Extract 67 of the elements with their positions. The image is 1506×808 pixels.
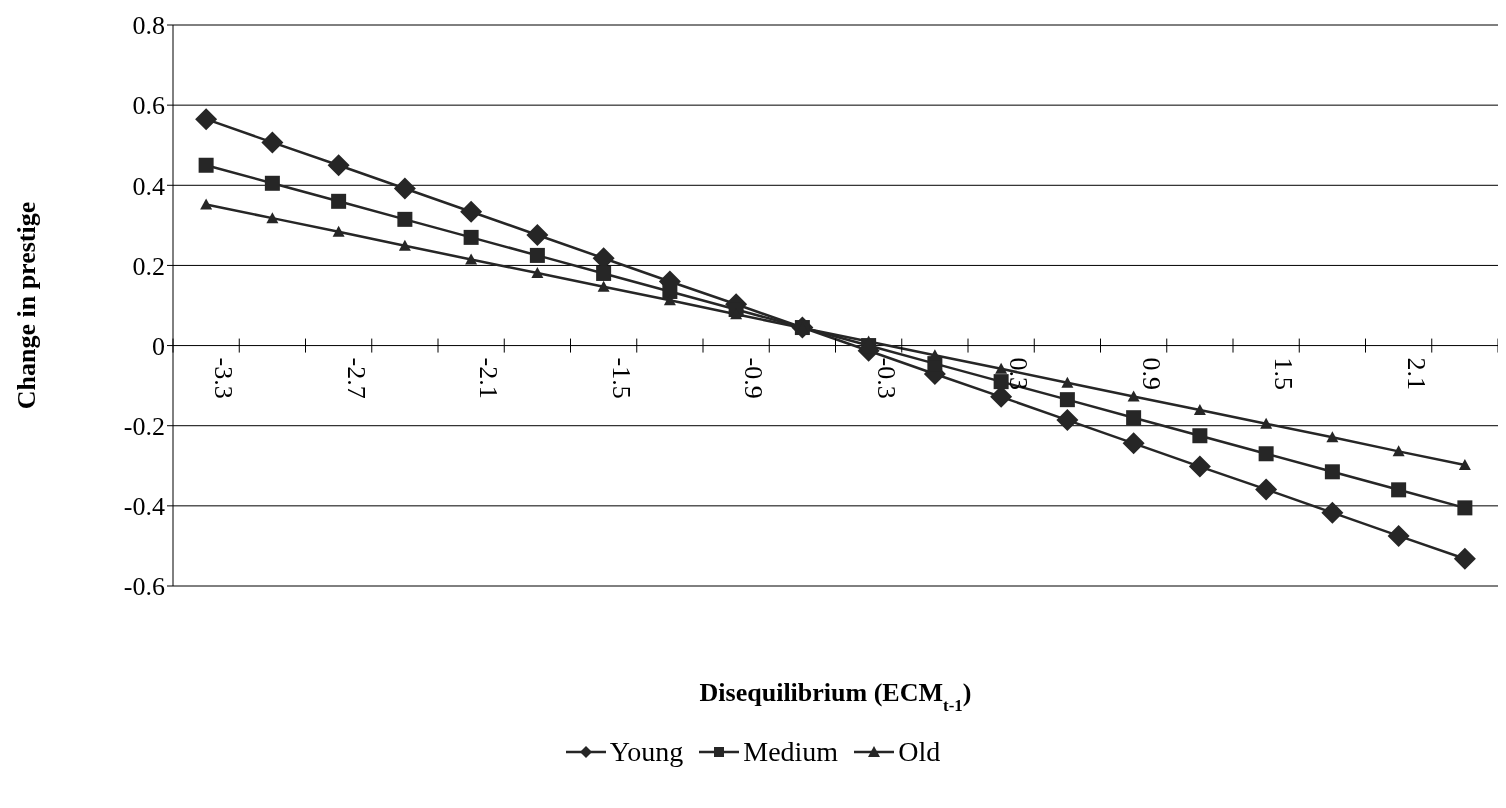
point: [397, 211, 413, 227]
legend-label: Old: [898, 736, 941, 768]
point: [1059, 392, 1075, 408]
point: [261, 131, 284, 154]
point: [529, 247, 545, 263]
x-tick-label: -2.7: [341, 357, 371, 399]
x-tick-label: -1.5: [606, 357, 636, 399]
y-tick-label: 0.6: [132, 91, 165, 121]
point: [200, 198, 213, 210]
point: [1188, 455, 1211, 478]
point: [1387, 524, 1410, 547]
point: [198, 157, 214, 173]
point: [327, 154, 350, 177]
y-tick-label: -0.2: [123, 411, 165, 441]
x-tick-label: -0.3: [871, 357, 901, 399]
point: [596, 265, 612, 281]
point: [1260, 417, 1273, 429]
y-tick-label: -0.6: [123, 572, 165, 602]
x-tick-label: 0.3: [1004, 357, 1034, 391]
point: [463, 229, 479, 245]
x-tick-label: 0.9: [1136, 357, 1166, 391]
y-tick-label: 0: [152, 331, 165, 361]
y-tick-label: 0.4: [132, 171, 165, 201]
point: [266, 212, 279, 224]
point: [1392, 445, 1405, 457]
point: [1122, 432, 1145, 455]
point: [526, 223, 549, 246]
legend-label: Medium: [743, 736, 839, 768]
point: [1324, 464, 1340, 480]
x-tick-label: 2.1: [1401, 357, 1431, 391]
point: [993, 374, 1009, 390]
y-tick-label: 0.8: [132, 11, 165, 41]
point: [1391, 482, 1407, 498]
point: [1457, 500, 1473, 516]
point: [1255, 478, 1278, 501]
point: [398, 239, 411, 251]
point: [1453, 547, 1476, 570]
y-tick-label: -0.4: [123, 492, 165, 522]
point: [331, 193, 347, 209]
point: [1056, 409, 1079, 432]
point: [1061, 376, 1074, 388]
point: [195, 108, 218, 131]
point: [264, 175, 280, 191]
point: [995, 362, 1008, 374]
x-axis-title: Disequilibrium (ECM$_{t-1}$): [699, 678, 972, 715]
point: [1458, 458, 1471, 470]
point: [332, 225, 345, 237]
x-tick-label: -0.9: [739, 357, 769, 399]
y-tick-label: 0.2: [132, 251, 165, 281]
point: [460, 200, 483, 223]
x-tick-label: -3.3: [209, 357, 239, 399]
point: [393, 177, 416, 200]
x-tick-label: 1.5: [1269, 357, 1299, 391]
point: [465, 253, 478, 265]
point: [531, 267, 544, 279]
point: [1127, 390, 1140, 402]
point: [1326, 431, 1339, 443]
y-axis-title: Change in prestige: [12, 201, 42, 410]
legend-label: Young: [609, 736, 684, 768]
point: [597, 280, 610, 292]
point: [1192, 428, 1208, 444]
point: [1321, 501, 1344, 524]
point: [1126, 410, 1142, 426]
point: [1193, 404, 1206, 416]
x-tick-label: -2.1: [474, 357, 504, 399]
point: [1258, 446, 1274, 462]
point: [662, 283, 678, 299]
